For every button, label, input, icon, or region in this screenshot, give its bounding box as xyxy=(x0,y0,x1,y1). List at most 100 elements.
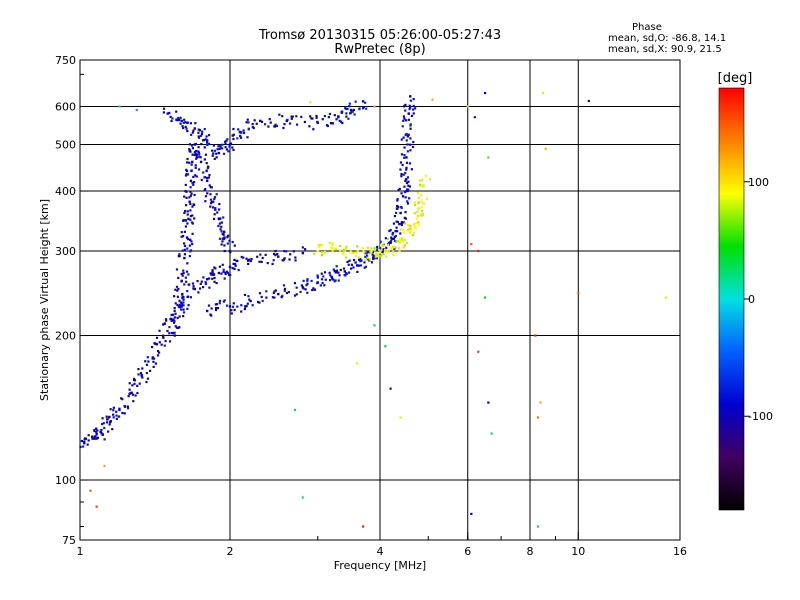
data-point xyxy=(342,267,346,270)
data-point xyxy=(331,277,334,280)
data-point xyxy=(282,126,285,130)
data-point xyxy=(406,150,409,153)
data-point xyxy=(220,243,223,246)
data-point xyxy=(261,299,264,303)
data-point xyxy=(421,213,424,216)
data-point xyxy=(231,146,234,149)
data-point xyxy=(193,193,196,197)
data-point xyxy=(403,185,406,188)
data-point xyxy=(398,238,401,241)
data-point xyxy=(311,288,314,292)
data-point xyxy=(170,313,173,317)
data-point xyxy=(291,115,294,118)
x-tick-label: 6 xyxy=(464,545,471,558)
data-point xyxy=(228,145,231,148)
data-point xyxy=(223,249,226,253)
data-point xyxy=(121,398,124,401)
data-point xyxy=(206,176,209,180)
data-point xyxy=(118,408,121,412)
data-point xyxy=(372,257,375,261)
data-point xyxy=(166,329,169,333)
data-point xyxy=(190,163,193,166)
data-point xyxy=(335,269,339,272)
data-point xyxy=(470,243,473,246)
data-point xyxy=(103,438,106,441)
data-point xyxy=(408,108,411,111)
data-point xyxy=(198,155,201,158)
x-tick-label: 8 xyxy=(527,545,534,558)
data-point xyxy=(343,270,347,273)
data-point xyxy=(131,384,134,387)
data-point xyxy=(328,271,331,274)
data-point xyxy=(333,280,336,283)
data-point xyxy=(253,119,256,122)
data-point xyxy=(321,118,324,121)
data-point xyxy=(83,442,86,445)
data-point xyxy=(272,291,275,295)
data-point xyxy=(189,186,192,189)
data-point xyxy=(188,161,191,164)
data-point xyxy=(419,183,422,186)
data-point xyxy=(211,270,214,273)
data-point xyxy=(185,280,188,283)
data-point xyxy=(95,431,98,434)
data-point xyxy=(293,408,297,411)
data-point xyxy=(136,391,139,395)
data-point xyxy=(209,205,212,208)
data-point xyxy=(187,273,190,276)
data-point xyxy=(218,302,221,305)
data-point xyxy=(213,213,216,216)
data-point xyxy=(316,276,319,279)
data-point xyxy=(483,296,487,299)
data-point xyxy=(405,190,408,193)
data-point xyxy=(413,223,416,226)
data-point xyxy=(188,150,191,153)
data-point xyxy=(139,372,143,375)
data-point xyxy=(364,258,367,261)
data-point xyxy=(272,259,275,262)
data-point xyxy=(387,250,391,253)
data-point xyxy=(95,505,98,508)
data-point xyxy=(278,113,281,116)
data-point xyxy=(220,221,224,224)
data-point xyxy=(382,245,385,248)
data-point xyxy=(414,107,417,110)
data-point xyxy=(168,340,172,343)
data-point xyxy=(95,427,98,430)
data-point xyxy=(213,196,217,199)
data-point xyxy=(371,256,375,259)
data-point xyxy=(146,377,150,380)
y-tick-label: 200 xyxy=(55,330,76,343)
data-point xyxy=(213,280,216,283)
data-point xyxy=(417,207,420,210)
colorbar: [deg] 100 0 -100 xyxy=(718,71,773,511)
data-point xyxy=(413,231,416,235)
data-point xyxy=(180,231,183,234)
data-point xyxy=(412,104,415,108)
data-point xyxy=(407,180,410,183)
data-point xyxy=(182,311,186,314)
data-point xyxy=(115,410,118,413)
data-point xyxy=(348,105,351,108)
data-point xyxy=(186,222,189,225)
data-point xyxy=(536,525,540,528)
data-point xyxy=(200,142,203,146)
data-point xyxy=(141,367,144,370)
data-point xyxy=(192,175,195,179)
data-point xyxy=(171,117,174,120)
data-point xyxy=(229,273,232,277)
data-point xyxy=(399,211,402,215)
data-point xyxy=(334,247,338,250)
data-point xyxy=(185,196,188,199)
data-point xyxy=(420,193,423,196)
data-point xyxy=(247,121,250,124)
data-point xyxy=(392,250,395,253)
data-point xyxy=(201,139,205,142)
data-point xyxy=(213,149,217,152)
data-point xyxy=(191,181,194,185)
data-point xyxy=(177,287,180,291)
data-point xyxy=(323,250,326,254)
data-point xyxy=(363,266,366,269)
data-point xyxy=(192,183,195,186)
data-point xyxy=(292,250,295,253)
